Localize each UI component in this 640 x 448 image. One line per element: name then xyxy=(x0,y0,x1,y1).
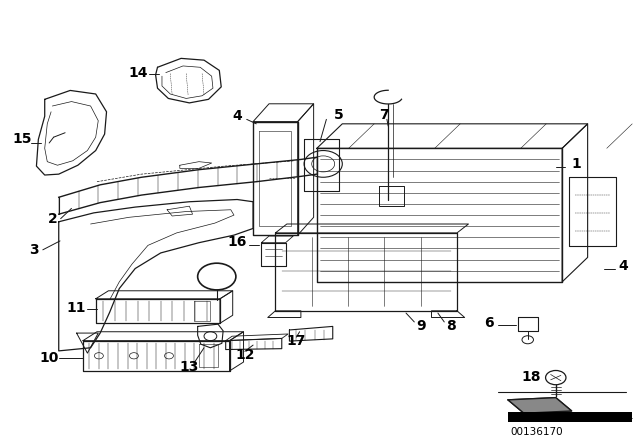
Text: 16: 16 xyxy=(227,235,247,249)
Text: 4: 4 xyxy=(618,259,628,273)
Text: 3: 3 xyxy=(29,243,38,257)
Text: 12: 12 xyxy=(235,349,255,362)
Text: 10: 10 xyxy=(40,351,59,365)
Text: 5: 5 xyxy=(334,108,344,122)
Text: 00136170: 00136170 xyxy=(510,427,563,437)
Text: 4: 4 xyxy=(232,109,242,123)
Text: 13: 13 xyxy=(180,360,199,375)
Text: 11: 11 xyxy=(67,301,86,314)
Text: 8: 8 xyxy=(445,319,456,332)
Text: 6: 6 xyxy=(484,316,493,330)
Text: 18: 18 xyxy=(210,271,224,281)
Text: 18: 18 xyxy=(522,370,541,383)
Text: 14: 14 xyxy=(129,65,148,80)
Text: 2: 2 xyxy=(48,211,58,226)
Text: 7: 7 xyxy=(379,108,388,122)
Text: 1: 1 xyxy=(572,157,582,171)
Polygon shape xyxy=(508,398,572,413)
Text: 17: 17 xyxy=(286,334,305,348)
Text: 15: 15 xyxy=(12,133,31,146)
Circle shape xyxy=(198,263,236,290)
Bar xyxy=(508,412,632,422)
Text: 9: 9 xyxy=(416,319,426,332)
